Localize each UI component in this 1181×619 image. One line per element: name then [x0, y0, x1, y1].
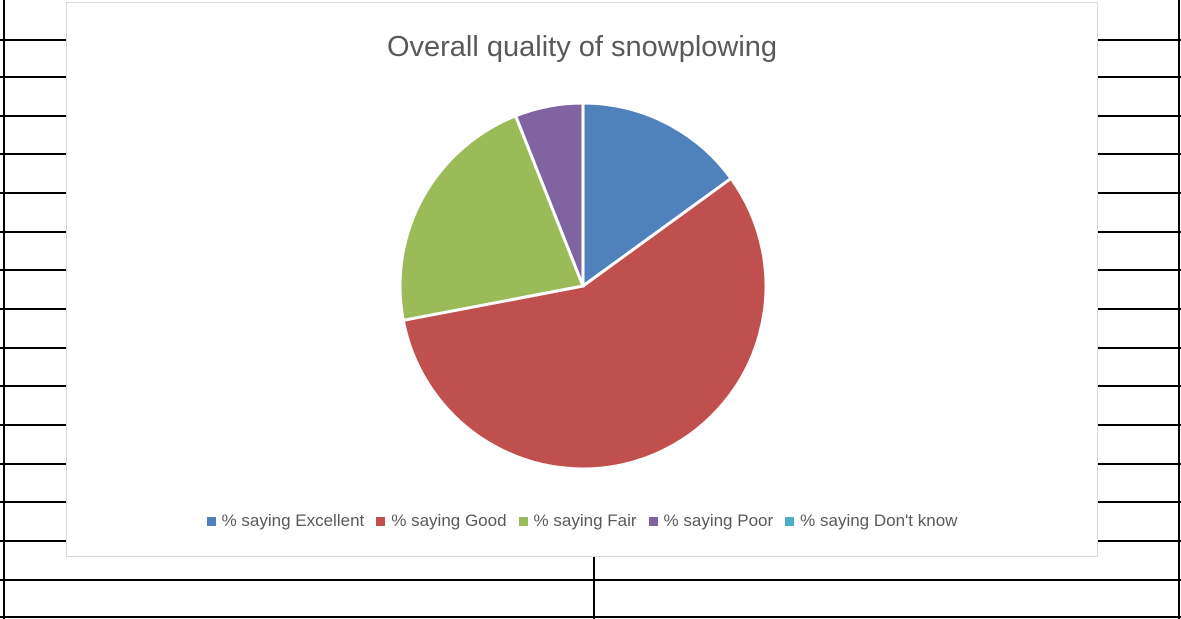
legend-item: % saying Don't know	[785, 511, 957, 531]
legend-label: % saying Fair	[533, 511, 637, 530]
legend-item: % saying Good	[376, 511, 507, 531]
legend-swatch	[785, 516, 795, 526]
legend-label: % saying Don't know	[800, 511, 958, 530]
pie-chart	[398, 101, 768, 471]
chart-title: Overall quality of snowplowing	[386, 31, 778, 63]
legend-swatch	[376, 516, 386, 526]
legend-item: % saying Poor	[648, 511, 774, 531]
legend-label: % saying Excellent	[221, 511, 365, 530]
pie-slice-0	[581, 101, 734, 289]
pie-slice-1	[401, 176, 768, 471]
legend-swatch	[648, 516, 658, 526]
legend-item: % saying Fair	[518, 511, 637, 531]
chart-legend: % saying Excellent % saying Good % saying …	[67, 511, 1097, 531]
legend-swatch	[518, 516, 528, 526]
legend-item: % saying Excellent	[206, 511, 365, 531]
chart-area: Overall quality of snowplowing % saying …	[66, 2, 1098, 557]
legend-swatch	[206, 516, 216, 526]
pie-slice-2	[398, 113, 586, 323]
legend-label: % saying Good	[391, 511, 507, 530]
pie-slice-3	[513, 101, 585, 287]
legend-label: % saying Poor	[663, 511, 774, 530]
